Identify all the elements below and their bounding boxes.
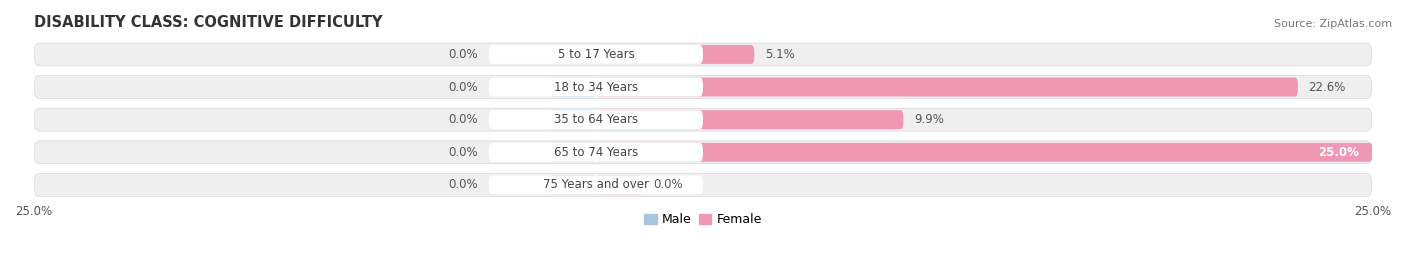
FancyBboxPatch shape — [34, 174, 1372, 196]
FancyBboxPatch shape — [34, 76, 1372, 98]
Legend: Male, Female: Male, Female — [640, 208, 766, 231]
FancyBboxPatch shape — [489, 45, 703, 64]
Text: 75 Years and over: 75 Years and over — [543, 178, 650, 192]
FancyBboxPatch shape — [596, 175, 643, 194]
Text: 0.0%: 0.0% — [449, 146, 478, 159]
FancyBboxPatch shape — [548, 175, 596, 194]
Text: 5 to 17 Years: 5 to 17 Years — [558, 48, 634, 61]
Text: 18 to 34 Years: 18 to 34 Years — [554, 80, 638, 94]
Text: Source: ZipAtlas.com: Source: ZipAtlas.com — [1274, 19, 1392, 29]
Text: 0.0%: 0.0% — [449, 48, 478, 61]
Text: DISABILITY CLASS: COGNITIVE DIFFICULTY: DISABILITY CLASS: COGNITIVE DIFFICULTY — [34, 15, 382, 30]
Text: 9.9%: 9.9% — [914, 113, 943, 126]
Text: 22.6%: 22.6% — [1309, 80, 1346, 94]
FancyBboxPatch shape — [34, 108, 1372, 131]
FancyBboxPatch shape — [34, 141, 1372, 164]
FancyBboxPatch shape — [34, 43, 1372, 66]
Text: 5.1%: 5.1% — [765, 48, 794, 61]
FancyBboxPatch shape — [489, 110, 703, 129]
FancyBboxPatch shape — [548, 110, 596, 129]
FancyBboxPatch shape — [548, 45, 596, 64]
FancyBboxPatch shape — [596, 45, 754, 64]
Text: 0.0%: 0.0% — [449, 178, 478, 192]
FancyBboxPatch shape — [548, 77, 596, 97]
FancyBboxPatch shape — [596, 143, 1372, 162]
FancyBboxPatch shape — [596, 110, 904, 129]
FancyBboxPatch shape — [489, 77, 703, 97]
Text: 25.0%: 25.0% — [1319, 146, 1360, 159]
Text: 65 to 74 Years: 65 to 74 Years — [554, 146, 638, 159]
FancyBboxPatch shape — [489, 175, 703, 194]
Text: 0.0%: 0.0% — [449, 113, 478, 126]
Text: 0.0%: 0.0% — [449, 80, 478, 94]
Text: 0.0%: 0.0% — [654, 178, 683, 192]
FancyBboxPatch shape — [596, 77, 1298, 97]
FancyBboxPatch shape — [489, 143, 703, 162]
Text: 35 to 64 Years: 35 to 64 Years — [554, 113, 638, 126]
FancyBboxPatch shape — [548, 143, 596, 162]
